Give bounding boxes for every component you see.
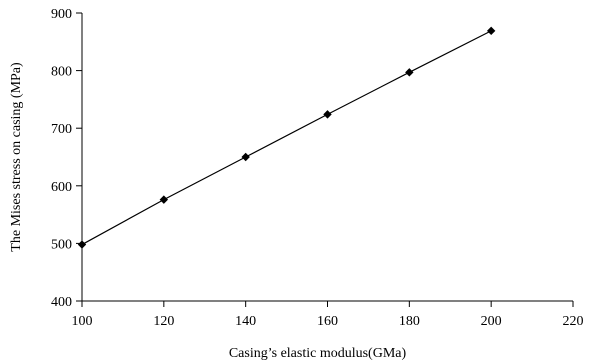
data-point-marker [323,110,332,119]
x-tick-label: 200 [481,314,502,329]
data-point-marker [486,26,496,36]
data-point-marker [241,152,250,162]
y-tick-label: 800 [51,65,72,80]
x-tick-label: 180 [399,314,420,329]
series-layer [77,26,496,249]
x-tick-label: 220 [563,314,584,329]
x-axis-ticks: 100 120 140 160 180 200 220 [72,301,584,329]
y-axis-ticks: 400 500 600 700 800 900 [51,7,82,310]
data-point-marker [405,68,414,77]
data-point-marker [159,195,169,204]
axes [81,13,573,302]
x-tick-label: 160 [317,314,338,329]
y-tick-label: 500 [51,237,72,252]
series-line [81,30,492,246]
x-tick-label: 120 [153,314,174,329]
y-tick-label: 700 [51,122,72,137]
y-tick-label: 900 [51,7,72,22]
x-tick-label: 100 [72,314,93,329]
x-axis-label: Casing’s elastic modulus(GMa) [229,346,407,361]
y-tick-label: 600 [51,180,72,195]
x-tick-label: 140 [235,314,256,329]
data-point-marker [77,240,87,249]
y-axis-label: The Mises stress on casing (MPa) [9,62,24,252]
y-tick-label: 400 [51,295,72,310]
